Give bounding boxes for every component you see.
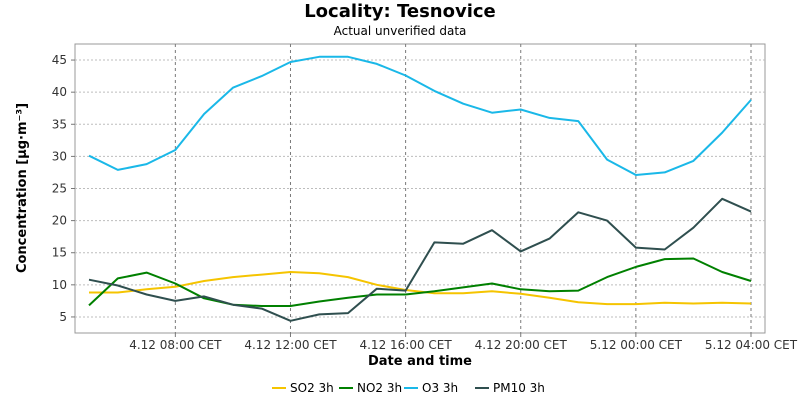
y-tick-label: 25	[52, 182, 67, 196]
y-tick-label: 20	[52, 214, 67, 228]
legend-label: O3 3h	[422, 381, 458, 395]
x-tick-label: 5.12 00:00 CET	[590, 338, 683, 352]
series-layer	[88, 55, 752, 322]
series-line-no2-3h	[88, 257, 752, 307]
x-tick-label: 5.12 04:00 CET	[705, 338, 798, 352]
legend-item-so2-3h: SO2 3h	[272, 381, 334, 395]
y-gridlines	[75, 59, 765, 318]
series-line-pm10-3h	[88, 197, 752, 322]
legend-item-no2-3h: NO2 3h	[339, 381, 402, 395]
y-tick-label: 10	[52, 278, 67, 292]
x-tick-label: 4.12 08:00 CET	[129, 338, 222, 352]
y-tick-label: 35	[52, 117, 67, 131]
x-tick-label: 4.12 12:00 CET	[244, 338, 337, 352]
x-tick-label: 4.12 16:00 CET	[359, 338, 452, 352]
y-axis-label: Concentration [µg·m⁻³]	[15, 103, 30, 273]
x-tick-labels: 4.12 08:00 CET 4.12 12:00 CET 4.12 16:00 C…	[129, 333, 798, 352]
legend-item-pm10-3h: PM10 3h	[475, 381, 545, 395]
legend: SO2 3h NO2 3h O3 3h PM10 3h	[272, 381, 545, 395]
y-tick-labels: 5 10 15 20 25 30 35 40 45	[52, 53, 75, 324]
legend-item-o3-3h: O3 3h	[404, 381, 458, 395]
chart-subtitle: Actual unverified data	[334, 24, 467, 38]
x-gridlines	[174, 44, 752, 333]
y-tick-label: 5	[59, 310, 67, 324]
x-tick-label: 4.12 20:00 CET	[475, 338, 568, 352]
series-line-o3-3h	[88, 55, 752, 176]
x-axis-label: Date and time	[368, 354, 472, 369]
y-tick-label: 30	[52, 149, 67, 163]
y-tick-label: 45	[52, 53, 67, 67]
y-tick-label: 15	[52, 246, 67, 260]
legend-label: PM10 3h	[493, 381, 545, 395]
chart-title: Locality: Tesnovice	[304, 1, 496, 22]
series-line-so2-3h	[89, 271, 752, 306]
legend-label: NO2 3h	[357, 381, 402, 395]
y-tick-label: 40	[52, 85, 67, 99]
legend-label: SO2 3h	[290, 381, 334, 395]
